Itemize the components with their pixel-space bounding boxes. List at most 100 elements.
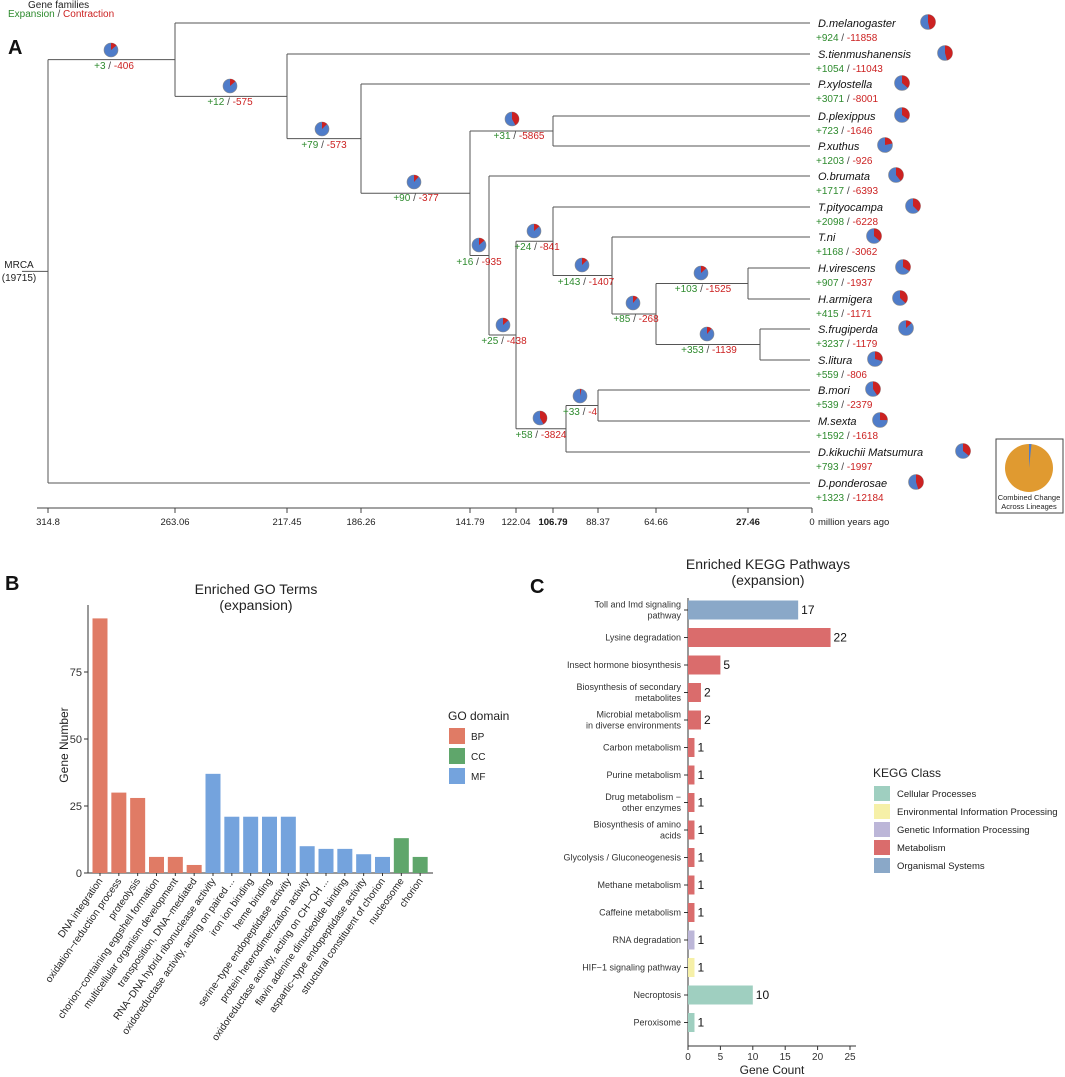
kegg-bar-1 xyxy=(688,628,831,647)
panel-label-a: A xyxy=(8,37,22,59)
tip-counts-8-sep: / xyxy=(839,278,847,289)
kegg-bar-label-11-0: Caffeine metabolism xyxy=(599,908,681,918)
kegg-bar-15 xyxy=(688,1013,695,1032)
tip-counts-6-sep: / xyxy=(844,217,852,228)
internal-node-pie-8 xyxy=(532,410,548,426)
internal-node-counts-3-expansion: +90 xyxy=(393,193,410,204)
tip-counts-8: +907 / -1937 xyxy=(816,278,873,289)
tip-pie-9 xyxy=(892,290,908,306)
go-bar-13 xyxy=(337,848,353,873)
kegg-bar-label-15-0: Peroxisome xyxy=(633,1018,681,1028)
tip-counts-7-expansion: +1168 xyxy=(816,247,844,258)
go-bar-9 xyxy=(262,816,277,873)
kegg-bar-13 xyxy=(688,958,695,977)
tip-counts-15-contraction: -12184 xyxy=(852,493,884,504)
internal-node-counts-9-contraction: -1407 xyxy=(589,277,615,288)
internal-node-pie-11-contraction-slice xyxy=(633,296,638,303)
kegg-x-tick-label-0: 0 xyxy=(685,1052,691,1063)
tip-counts-5-contraction: -6393 xyxy=(852,186,878,197)
tip-counts-11-contraction: -806 xyxy=(847,370,867,381)
root-name: MRCA xyxy=(4,260,34,271)
kegg-bar-value-2: 5 xyxy=(723,658,730,672)
internal-node-counts-1-contraction: -575 xyxy=(233,97,253,108)
tip-counts-15-expansion: +1323 xyxy=(816,493,845,504)
kegg-bar-0 xyxy=(688,600,799,620)
tip-pie-3-contraction-slice xyxy=(902,107,910,120)
time-tick-label-2: 217.45 xyxy=(272,517,301,528)
kegg-legend-swatch-1 xyxy=(874,804,890,819)
kegg-x-tick-label-2: 10 xyxy=(747,1052,759,1063)
internal-node-pie-5-contraction-slice xyxy=(512,112,519,126)
internal-node-counts-11-expansion: +85 xyxy=(613,314,630,325)
internal-node-counts-6-expansion: +25 xyxy=(481,336,498,347)
internal-node-pie-4-contraction-slice xyxy=(479,238,485,245)
combined-change-pie xyxy=(1005,443,1053,492)
tip-name-15: D.ponderosae xyxy=(818,478,887,490)
internal-node-counts-0: +3 / -406 xyxy=(94,61,134,72)
time-tick-label-8: 88.37 xyxy=(586,517,610,528)
kegg-bar-label-3-1: metabolites xyxy=(635,693,682,703)
internal-node-counts-5: +31 / -5865 xyxy=(494,131,545,142)
internal-node-counts-4-sep: / xyxy=(473,257,481,268)
internal-node-counts-12-sep: / xyxy=(697,284,705,295)
tip-counts-2-sep: / xyxy=(844,94,852,105)
go-legend-swatch-MF xyxy=(449,768,465,784)
internal-node-counts-13: +353 / -1139 xyxy=(681,345,737,356)
tip-counts-1-expansion: +1054 xyxy=(816,64,845,75)
tip-counts-1-contraction: -11043 xyxy=(852,64,883,75)
tip-counts-5-expansion: +1717 xyxy=(816,186,845,197)
kegg-bar-label-9-0: Glycolysis / Gluconeogenesis xyxy=(563,853,681,863)
kegg-bar-label-7-1: other enzymes xyxy=(622,803,682,813)
tip-counts-12-sep: / xyxy=(839,400,847,411)
tip-pie-11 xyxy=(867,351,883,367)
tip-pie-3 xyxy=(894,107,910,123)
tip-counts-4-expansion: +1203 xyxy=(816,156,845,167)
tip-counts-1: +1054 / -11043 xyxy=(816,64,883,75)
tip-counts-13: +1592 / -1618 xyxy=(816,431,878,442)
kegg-x-tick-label-4: 20 xyxy=(812,1052,824,1063)
internal-node-pie-1 xyxy=(222,78,238,94)
expansion-contraction-legend: Expansion / Contraction xyxy=(8,9,114,20)
kegg-bar-value-7: 1 xyxy=(697,796,704,810)
kegg-bar-label-2-0: Insect hormone biosynthesis xyxy=(567,660,682,670)
internal-node-pie-1-contraction-slice xyxy=(230,79,236,86)
tip-pie-14-contraction-slice xyxy=(963,443,971,456)
kegg-bar-label-8-1: acids xyxy=(660,831,682,841)
kegg-bar-label-6-0: Purine metabolism xyxy=(606,770,681,780)
internal-node-counts-11-sep: / xyxy=(630,314,638,325)
kegg-bar-value-15: 1 xyxy=(697,1016,704,1030)
go-bar-1 xyxy=(111,792,127,873)
tip-pie-2 xyxy=(894,75,910,91)
tip-counts-7: +1168 / -3062 xyxy=(816,247,878,258)
internal-node-pie-3-contraction-slice xyxy=(414,175,419,182)
tip-counts-15-sep: / xyxy=(844,493,852,504)
internal-node-counts-1-sep: / xyxy=(224,97,232,108)
time-tick-label-3: 186.26 xyxy=(346,517,375,528)
tip-counts-11-expansion: +559 xyxy=(816,370,839,381)
go-bar-0 xyxy=(92,618,108,873)
kegg-bar-label-7-0: Drug metabolism − xyxy=(605,792,681,802)
internal-node-counts-0-sep: / xyxy=(106,61,114,72)
kegg-bar-value-8: 1 xyxy=(697,823,704,837)
internal-node-counts-12: +103 / -1525 xyxy=(675,284,732,295)
go-y-tick-label-2: 50 xyxy=(70,734,82,746)
kegg-legend-swatch-0 xyxy=(874,786,890,801)
internal-node-pie-5 xyxy=(504,111,520,127)
tip-pie-7-contraction-slice xyxy=(874,228,882,241)
internal-node-counts-9-sep: / xyxy=(580,277,588,288)
internal-node-counts-7-sep: / xyxy=(531,242,539,253)
kegg-x-tick-label-1: 5 xyxy=(718,1052,724,1063)
kegg-bar-2 xyxy=(688,655,721,675)
tip-pie-7 xyxy=(866,228,882,244)
kegg-bar-3 xyxy=(688,683,701,702)
tip-counts-13-sep: / xyxy=(844,431,852,442)
internal-node-pie-2-contraction-slice xyxy=(322,122,327,129)
tip-counts-12-contraction: -2379 xyxy=(847,400,873,411)
go-legend-swatch-BP xyxy=(449,728,465,744)
kegg-bar-value-11: 1 xyxy=(697,906,704,920)
internal-node-counts-9-expansion: +143 xyxy=(558,277,581,288)
tip-counts-2: +3071 / -8001 xyxy=(816,94,878,105)
time-tick-label-6: 106.79 xyxy=(538,517,567,528)
tip-name-6: T.pityocampa xyxy=(818,202,883,214)
